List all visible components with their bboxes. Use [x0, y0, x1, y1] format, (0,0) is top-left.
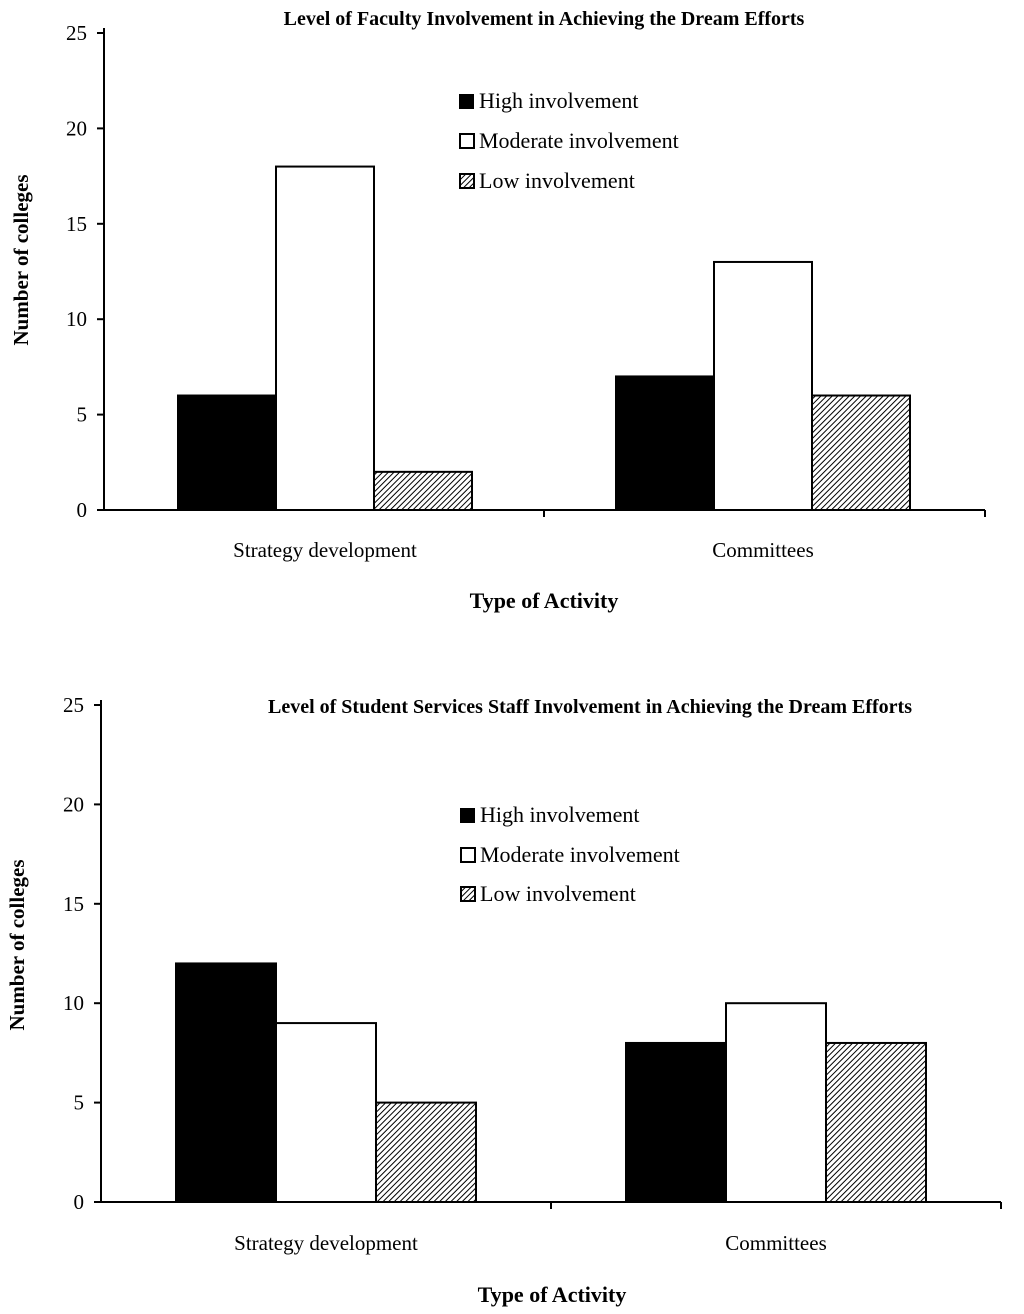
legend-item-low: Low involvement	[460, 881, 636, 906]
chart-title: Level of Faculty Involvement in Achievin…	[284, 8, 805, 30]
legend-item-low: Low involvement	[459, 168, 635, 193]
y-tick-label: 15	[66, 212, 87, 236]
bar-low-committees	[811, 394, 911, 511]
x-tick-label: Committees	[725, 1231, 827, 1255]
bar-moderate-strategy-development	[275, 1022, 377, 1204]
legend-item-moderate: Moderate involvement	[459, 128, 679, 153]
bar-high-committees	[625, 1041, 727, 1203]
y-tick-label: 25	[66, 21, 87, 45]
bar-high-strategy-development	[177, 394, 277, 511]
legend-swatch-moderate	[460, 847, 476, 863]
y-axis-label: Number of colleges	[9, 174, 33, 345]
bar-moderate-strategy-development	[275, 165, 375, 511]
y-tick-label: 20	[63, 792, 84, 816]
y-tick-label: 20	[66, 116, 87, 140]
chart-title: Level of Student Services Staff Involvem…	[268, 696, 912, 718]
y-tick-label: 5	[74, 1091, 85, 1115]
bar-low-strategy-development	[373, 470, 473, 511]
legend-swatch-moderate	[459, 133, 475, 149]
y-tick-label: 0	[77, 498, 88, 522]
x-tick-label: Strategy development	[233, 538, 417, 562]
legend-item-high: High involvement	[459, 88, 638, 113]
legend-label-low: Low involvement	[479, 168, 635, 193]
bar-moderate-committees	[725, 1002, 827, 1204]
y-axis-label: Number of colleges	[5, 859, 29, 1030]
legend-swatch-low	[460, 886, 476, 902]
legend: High involvement Moderate involvement Lo…	[460, 802, 680, 906]
plot-area: Strategy development Committees 0 5 10 15 20 25	[63, 693, 1002, 1255]
legend: High involvement Moderate involvement Lo…	[459, 88, 679, 193]
legend-swatch-high	[459, 94, 474, 109]
y-tick-label: 15	[63, 892, 84, 916]
legend-item-high: High involvement	[460, 802, 639, 827]
legend-swatch-low	[459, 173, 475, 189]
legend-item-moderate: Moderate involvement	[460, 842, 680, 867]
y-tick-label: 25	[63, 693, 84, 717]
x-axis-label: Type of Activity	[478, 1282, 627, 1307]
y-tick-label: 10	[63, 991, 84, 1015]
plot-area: Strategy development Committees 0 5 10 15 20 25	[66, 21, 986, 562]
legend-label-moderate: Moderate involvement	[480, 842, 680, 867]
legend-label-high: High involvement	[479, 88, 638, 113]
y-tick-label: 10	[66, 307, 87, 331]
y-tick-label: 0	[74, 1190, 85, 1214]
legend-swatch-high	[460, 808, 475, 823]
bar-low-committees	[825, 1041, 927, 1203]
y-tick-label: 5	[77, 403, 88, 427]
x-tick-label: Strategy development	[234, 1231, 418, 1255]
x-tick-label: Committees	[712, 538, 814, 562]
bar-moderate-committees	[713, 260, 813, 511]
legend-label-high: High involvement	[480, 802, 639, 827]
bar-low-strategy-development	[375, 1101, 477, 1203]
bar-high-committees	[615, 375, 715, 511]
legend-label-moderate: Moderate involvement	[479, 128, 679, 153]
x-axis-label: Type of Activity	[470, 588, 619, 613]
chart-student-services: Level of Student Services Staff Involvem…	[5, 693, 1002, 1307]
legend-label-low: Low involvement	[480, 881, 636, 906]
chart-faculty: Level of Faculty Involvement in Achievin…	[9, 8, 986, 613]
bar-high-strategy-development	[175, 962, 277, 1203]
